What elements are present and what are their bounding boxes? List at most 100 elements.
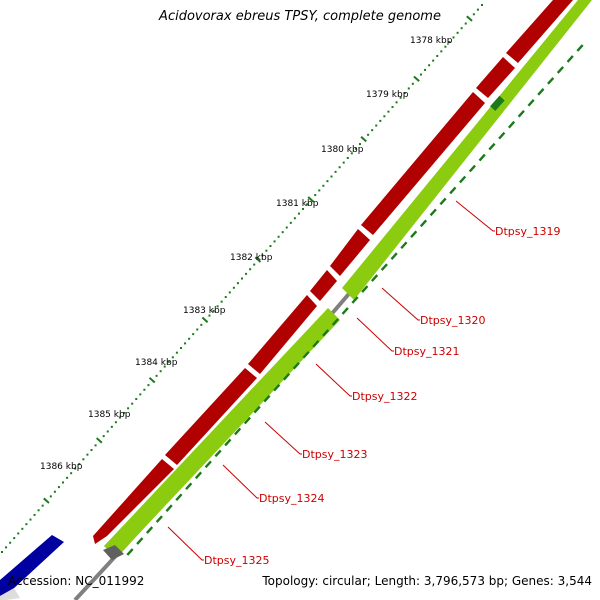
gap-feature[interactable] xyxy=(103,545,124,560)
minor-tick xyxy=(159,370,162,373)
inner-tick xyxy=(341,307,349,315)
inner-tick xyxy=(273,383,281,392)
minor-tick xyxy=(74,467,77,470)
minor-tick xyxy=(102,435,105,438)
minor-tick xyxy=(123,411,126,414)
gene-white-cds[interactable] xyxy=(0,588,20,600)
inner-tick xyxy=(263,394,271,403)
gene-dtpsy-1323-cds[interactable] xyxy=(310,270,337,301)
minor-tick xyxy=(249,268,252,271)
gene-dtpsy-1321-cds[interactable] xyxy=(361,92,485,235)
major-tick xyxy=(201,316,209,323)
minor-tick xyxy=(261,254,264,257)
minor-tick xyxy=(297,212,300,215)
gene-labels: Dtpsy_1319 Dtpsy_1320 Dtpsy_1321 Dtpsy_1… xyxy=(204,225,561,567)
gene-dtpsy-1319-cds[interactable] xyxy=(506,0,573,63)
inner-tick xyxy=(537,88,545,96)
gene-dtpsy-1322-cds[interactable] xyxy=(330,229,370,276)
rna-feature[interactable] xyxy=(490,95,505,111)
other-feature-track xyxy=(0,535,64,600)
minor-tick xyxy=(448,41,451,44)
gene-label-dtpsy-1321[interactable]: Dtpsy_1321 xyxy=(394,345,460,358)
gene-green-2[interactable] xyxy=(104,308,340,558)
minor-tick xyxy=(424,68,427,71)
gene-label-dtpsy-1324[interactable]: Dtpsy_1324 xyxy=(259,492,325,505)
gene-label-dtpsy-1319[interactable]: Dtpsy_1319 xyxy=(495,225,561,238)
gene-dtpsy-1320-cds[interactable] xyxy=(476,57,515,98)
leader-dtpsy-1320 xyxy=(381,287,420,321)
inner-tick xyxy=(302,351,310,359)
gene-label-dtpsy-1323[interactable]: Dtpsy_1323 xyxy=(302,448,368,461)
major-tick xyxy=(413,75,420,82)
inner-tick xyxy=(165,504,173,512)
inner-tick xyxy=(194,471,203,480)
inner-tick xyxy=(478,153,486,162)
gene-green-1[interactable] xyxy=(342,0,592,300)
minor-tick xyxy=(29,518,32,521)
minor-tick xyxy=(452,36,455,39)
minor-tick xyxy=(139,393,142,396)
minor-tick xyxy=(285,226,288,229)
ruler-label-1384: 1384 kbp xyxy=(135,358,178,368)
inner-tick xyxy=(410,230,418,239)
minor-tick xyxy=(354,147,357,150)
minor-tick xyxy=(399,96,402,99)
ruler-label-1380: 1380 kbp xyxy=(321,145,364,155)
inner-tick xyxy=(380,263,388,271)
minor-tick xyxy=(184,342,187,345)
inner-tick xyxy=(547,77,555,85)
minor-tick xyxy=(245,272,248,275)
gene-dtpsy-1326-cds[interactable] xyxy=(93,459,174,544)
minor-tick xyxy=(338,166,341,169)
minor-tick xyxy=(41,504,44,507)
minor-tick xyxy=(322,184,325,187)
minor-tick xyxy=(171,356,174,359)
ruler-label-1383: 1383 kbp xyxy=(183,306,226,316)
minor-tick xyxy=(13,537,16,540)
minor-tick xyxy=(37,509,40,512)
minor-tick xyxy=(314,194,317,197)
gene-label-dtpsy-1320[interactable]: Dtpsy_1320 xyxy=(420,314,486,327)
ruler-label-1385: 1385 kbp xyxy=(88,410,131,420)
minor-tick xyxy=(118,416,121,419)
inner-tick xyxy=(253,405,261,414)
minor-tick xyxy=(131,402,134,405)
gene-dtpsy-1324-cds[interactable] xyxy=(248,295,317,374)
minor-tick xyxy=(330,175,333,178)
gene-label-leaders xyxy=(167,200,495,561)
gene-dtpsy-1325-cds[interactable] xyxy=(165,368,257,465)
minor-tick xyxy=(90,449,93,452)
inner-tick xyxy=(400,241,408,249)
ruler-label-1382: 1382 kbp xyxy=(230,253,273,263)
ruler-label-1386: 1386 kbp xyxy=(40,462,83,472)
minor-tick xyxy=(395,101,398,104)
major-tick xyxy=(43,497,50,504)
minor-tick xyxy=(5,546,8,549)
minor-tick xyxy=(273,240,276,243)
minor-tick xyxy=(127,407,130,410)
minor-tick xyxy=(49,495,52,498)
leader-dtpsy-1325 xyxy=(167,526,204,561)
gene-label-dtpsy-1322[interactable]: Dtpsy_1322 xyxy=(352,390,418,403)
minor-tick xyxy=(428,64,431,67)
inner-tick xyxy=(312,340,320,348)
inner-tick xyxy=(234,427,242,436)
inner-tick xyxy=(527,99,535,107)
map-title: Acidovorax ebreus TPSY, complete genome xyxy=(159,9,441,24)
major-tick xyxy=(254,256,262,263)
inner-tick xyxy=(576,44,584,52)
inner-tick xyxy=(488,142,496,151)
minor-tick xyxy=(281,231,284,234)
minor-tick xyxy=(220,300,223,303)
gene-label-dtpsy-1325[interactable]: Dtpsy_1325 xyxy=(204,554,270,567)
leader-dtpsy-1323 xyxy=(264,421,302,455)
minor-tick xyxy=(135,398,138,401)
inner-tick xyxy=(370,274,379,282)
minor-tick xyxy=(167,360,170,363)
inner-tick xyxy=(292,361,300,370)
minor-tick xyxy=(277,235,280,238)
minor-tick xyxy=(196,328,199,331)
minor-tick xyxy=(346,156,349,159)
minor-tick xyxy=(21,527,24,530)
gene-blue-cds[interactable] xyxy=(0,535,64,596)
